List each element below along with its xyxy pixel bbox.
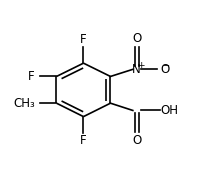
Text: N: N (132, 63, 141, 76)
Text: −: − (162, 61, 171, 71)
Text: F: F (80, 33, 87, 46)
Text: F: F (80, 134, 87, 147)
Text: O: O (132, 32, 141, 45)
Text: CH₃: CH₃ (13, 97, 35, 110)
Text: O: O (132, 134, 141, 147)
Text: OH: OH (161, 104, 179, 117)
Text: +: + (137, 61, 145, 70)
Text: F: F (28, 70, 35, 83)
Text: O: O (161, 63, 170, 76)
